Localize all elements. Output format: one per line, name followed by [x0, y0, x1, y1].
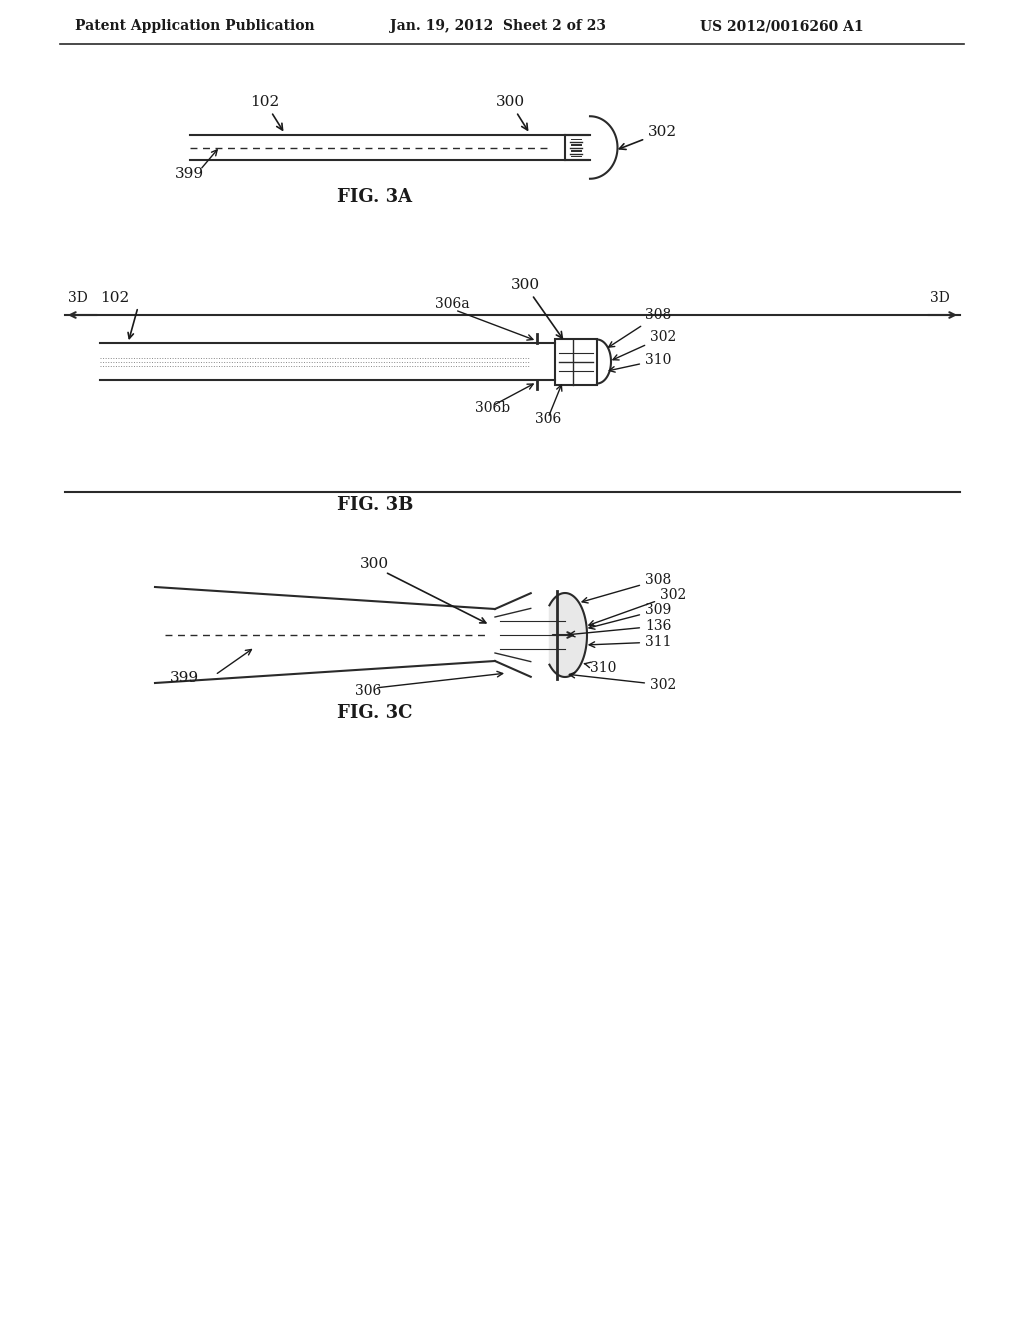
Text: 306b: 306b [475, 401, 510, 414]
Text: 302: 302 [613, 330, 676, 360]
Text: 310: 310 [585, 661, 616, 675]
Text: Patent Application Publication: Patent Application Publication [75, 18, 314, 33]
Text: 309: 309 [589, 603, 672, 630]
Text: 306a: 306a [435, 297, 470, 312]
Text: 399: 399 [175, 168, 204, 181]
Bar [555, 338, 597, 384]
Text: 302: 302 [620, 125, 677, 149]
Text: 302: 302 [569, 672, 676, 692]
Text: 136: 136 [569, 619, 672, 636]
Text: Jan. 19, 2012  Sheet 2 of 23: Jan. 19, 2012 Sheet 2 of 23 [390, 18, 606, 33]
Polygon shape [597, 338, 611, 384]
Text: 302: 302 [589, 587, 686, 626]
Text: 306: 306 [535, 412, 561, 426]
Text: 308: 308 [608, 308, 672, 347]
Text: 308: 308 [582, 573, 672, 603]
Text: 300: 300 [496, 95, 527, 131]
Text: 311: 311 [589, 635, 672, 649]
Text: 306: 306 [355, 684, 381, 698]
Text: FIG. 3C: FIG. 3C [337, 704, 413, 722]
Text: 300: 300 [510, 279, 562, 338]
Text: 399: 399 [170, 671, 199, 685]
Text: FIG. 3B: FIG. 3B [337, 496, 414, 513]
Text: 3D: 3D [68, 290, 88, 305]
Text: US 2012/0016260 A1: US 2012/0016260 A1 [700, 18, 863, 33]
Text: 3D: 3D [930, 290, 949, 305]
Text: 102: 102 [251, 95, 283, 131]
Text: 310: 310 [609, 352, 672, 372]
Polygon shape [550, 593, 587, 677]
Polygon shape [590, 116, 617, 178]
Text: 102: 102 [100, 290, 129, 305]
Text: 300: 300 [360, 557, 389, 572]
Text: FIG. 3A: FIG. 3A [338, 187, 413, 206]
